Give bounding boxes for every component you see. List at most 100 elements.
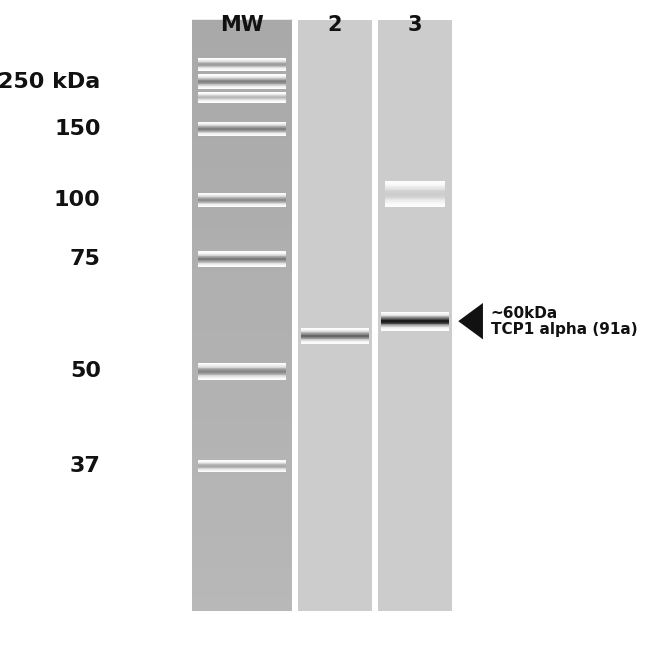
Bar bbox=[198, 369, 287, 370]
Bar bbox=[192, 271, 292, 286]
Bar bbox=[198, 133, 287, 134]
Bar bbox=[192, 582, 292, 596]
Bar bbox=[198, 79, 287, 80]
Bar bbox=[198, 200, 287, 201]
Bar bbox=[198, 84, 287, 85]
Bar bbox=[198, 80, 287, 81]
Bar bbox=[381, 323, 449, 324]
Bar bbox=[192, 508, 292, 523]
Bar bbox=[192, 138, 292, 153]
Bar bbox=[302, 340, 369, 341]
Bar bbox=[192, 448, 292, 463]
Bar bbox=[381, 313, 449, 314]
Bar bbox=[381, 319, 449, 320]
Bar bbox=[381, 316, 449, 317]
Bar bbox=[192, 64, 292, 79]
Bar bbox=[198, 83, 287, 84]
Bar bbox=[198, 194, 287, 195]
Bar bbox=[198, 88, 287, 89]
Bar bbox=[198, 132, 287, 133]
Bar bbox=[302, 335, 369, 336]
Bar bbox=[192, 596, 292, 611]
Bar bbox=[198, 134, 287, 135]
Bar bbox=[385, 183, 445, 185]
Bar bbox=[198, 122, 287, 123]
Bar bbox=[198, 373, 287, 374]
Bar bbox=[381, 312, 449, 313]
Bar bbox=[198, 365, 287, 366]
Bar bbox=[198, 77, 287, 78]
Bar bbox=[198, 193, 287, 194]
Bar bbox=[381, 321, 449, 322]
Bar bbox=[198, 76, 287, 77]
Bar bbox=[198, 125, 287, 126]
Bar bbox=[381, 325, 449, 326]
Bar bbox=[198, 377, 287, 378]
Bar bbox=[385, 186, 445, 187]
Bar bbox=[198, 263, 287, 264]
Text: TCP1 alpha (91a): TCP1 alpha (91a) bbox=[491, 322, 638, 337]
Bar bbox=[192, 523, 292, 537]
Bar bbox=[198, 254, 287, 255]
Bar bbox=[198, 374, 287, 375]
Bar bbox=[381, 324, 449, 325]
Bar bbox=[385, 182, 445, 183]
Bar bbox=[192, 123, 292, 138]
Bar bbox=[192, 286, 292, 300]
Bar bbox=[192, 241, 292, 256]
Bar bbox=[198, 260, 287, 261]
Bar bbox=[192, 108, 292, 123]
Bar bbox=[381, 326, 449, 328]
Bar bbox=[302, 336, 369, 337]
Bar bbox=[302, 342, 369, 343]
Bar bbox=[192, 463, 292, 478]
Bar bbox=[302, 341, 369, 342]
Bar bbox=[198, 127, 287, 128]
Bar bbox=[192, 419, 292, 434]
Bar bbox=[198, 75, 287, 76]
Bar bbox=[192, 49, 292, 64]
Text: 2: 2 bbox=[328, 15, 343, 34]
Bar bbox=[192, 300, 292, 315]
Bar bbox=[378, 20, 452, 611]
Bar bbox=[381, 315, 449, 316]
Bar bbox=[385, 198, 445, 199]
Bar bbox=[298, 20, 372, 611]
Bar bbox=[198, 379, 287, 380]
Bar bbox=[192, 20, 292, 34]
Text: 3: 3 bbox=[408, 15, 422, 34]
Bar bbox=[192, 389, 292, 404]
Bar bbox=[381, 318, 449, 319]
Text: MW: MW bbox=[220, 15, 264, 34]
Bar bbox=[192, 359, 292, 374]
Bar bbox=[302, 334, 369, 335]
Bar bbox=[198, 196, 287, 197]
Bar bbox=[198, 363, 287, 365]
Bar bbox=[192, 345, 292, 359]
Bar bbox=[198, 371, 287, 372]
Bar bbox=[198, 130, 287, 131]
Bar bbox=[192, 94, 292, 108]
Bar bbox=[192, 567, 292, 581]
Bar bbox=[385, 185, 445, 186]
Bar bbox=[192, 330, 292, 345]
Bar bbox=[385, 199, 445, 200]
Bar bbox=[192, 374, 292, 389]
Bar bbox=[385, 187, 445, 188]
Bar bbox=[198, 206, 287, 207]
Bar bbox=[198, 85, 287, 86]
Bar bbox=[192, 434, 292, 448]
Bar bbox=[385, 203, 445, 204]
Bar bbox=[198, 262, 287, 263]
Bar bbox=[192, 167, 292, 182]
Bar bbox=[198, 74, 287, 75]
Bar bbox=[192, 212, 292, 227]
Bar bbox=[302, 338, 369, 339]
Polygon shape bbox=[458, 303, 483, 339]
Bar bbox=[302, 329, 369, 330]
Bar bbox=[198, 264, 287, 265]
Bar bbox=[385, 191, 445, 192]
Bar bbox=[385, 192, 445, 194]
Bar bbox=[192, 79, 292, 94]
Text: ~60kDa: ~60kDa bbox=[491, 306, 558, 320]
